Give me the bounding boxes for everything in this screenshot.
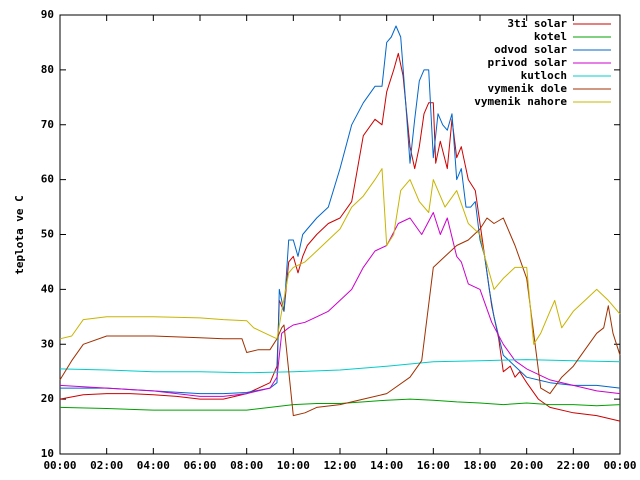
- series-lines: [59, 25, 621, 422]
- x-tick-label: 20:00: [510, 459, 543, 472]
- series-line-vymenik-nahore: [59, 168, 621, 345]
- y-tick-label: 50: [41, 228, 54, 241]
- series-line-kotel: [59, 398, 621, 411]
- legend-label: kutloch: [521, 69, 567, 82]
- x-tick-label: 14:00: [370, 459, 403, 472]
- y-tick-label: 20: [41, 392, 54, 405]
- x-tick-label: 06:00: [183, 459, 216, 472]
- x-axis: 00:00 02:00 04:00 06:00 08:00 10:00 12:00 14:00…: [43, 15, 637, 472]
- y-tick-label: 90: [41, 8, 54, 21]
- series-line-3ti-solar: [59, 52, 621, 422]
- legend-label: privod solar: [488, 56, 568, 69]
- y-tick-label: 70: [41, 118, 54, 131]
- series-line-vymenik-dole: [59, 217, 621, 417]
- y-tick-label: 60: [41, 173, 54, 186]
- legend-label: 3ti solar: [507, 17, 567, 30]
- legend-label: vymenik nahore: [474, 95, 567, 108]
- x-tick-label: 12:00: [323, 459, 356, 472]
- x-tick-label: 16:00: [417, 459, 450, 472]
- legend-label: vymenik dole: [488, 82, 568, 95]
- legend-label: odvod solar: [494, 43, 567, 56]
- y-tick-label: 10: [41, 447, 54, 460]
- legend-label: kotel: [534, 30, 567, 43]
- y-axis-label: teplota ve C: [13, 195, 26, 274]
- y-axis: 10 20 30 40 50 60 70 80 90: [41, 8, 620, 460]
- series-line-kutloch: [59, 359, 621, 374]
- series-line-privod-solar: [59, 212, 621, 397]
- series-line-odvod-solar: [60, 25, 621, 395]
- y-tick-label: 40: [41, 282, 54, 295]
- x-tick-label: 10:00: [277, 459, 310, 472]
- x-tick-label: 22:00: [557, 459, 590, 472]
- x-tick-label: 18:00: [463, 459, 496, 472]
- x-tick-label: 00:00: [43, 459, 76, 472]
- x-tick-label: 04:00: [137, 459, 170, 472]
- x-tick-label: 08:00: [230, 459, 263, 472]
- x-tick-label: 00:00: [603, 459, 636, 472]
- x-tick-label: 02:00: [90, 459, 123, 472]
- y-tick-label: 30: [41, 337, 54, 350]
- y-tick-label: 80: [41, 63, 54, 76]
